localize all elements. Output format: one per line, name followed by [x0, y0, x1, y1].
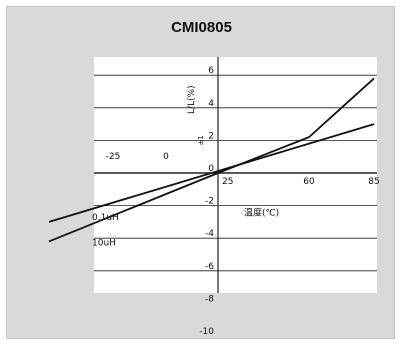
y-tick-label: 0 — [208, 164, 214, 174]
y-tick-label: -6 — [205, 262, 214, 272]
series-line-1 — [48, 123, 375, 223]
series-label: 0.1uH — [92, 213, 119, 223]
y-tick-label: -4 — [205, 229, 214, 239]
y-tick-label: -8 — [205, 294, 214, 304]
series-label: 10uH — [92, 238, 116, 248]
y-axis-label: L/L(%) — [187, 85, 197, 114]
chart-title: CMI0805 — [171, 19, 232, 36]
y-tick-label: 4 — [208, 99, 214, 109]
series-line-2 — [48, 77, 375, 243]
y-tick-label: -2 — [205, 197, 214, 207]
y-tick-label: 6 — [208, 66, 214, 76]
x-tick-label: 60 — [303, 177, 315, 187]
x-tick-label: 85 — [368, 177, 379, 187]
y-tick-label: -10 — [199, 327, 214, 337]
plot-area — [94, 57, 377, 293]
y-axis-label-extra: ±1 — [197, 135, 205, 145]
x-axis-label: 温度(℃) — [244, 206, 279, 218]
x-tick-label: 0 — [163, 152, 169, 162]
x-tick-label: -25 — [106, 152, 121, 162]
x-tick-label: 25 — [222, 177, 233, 187]
y-tick-label: 2 — [208, 131, 214, 141]
